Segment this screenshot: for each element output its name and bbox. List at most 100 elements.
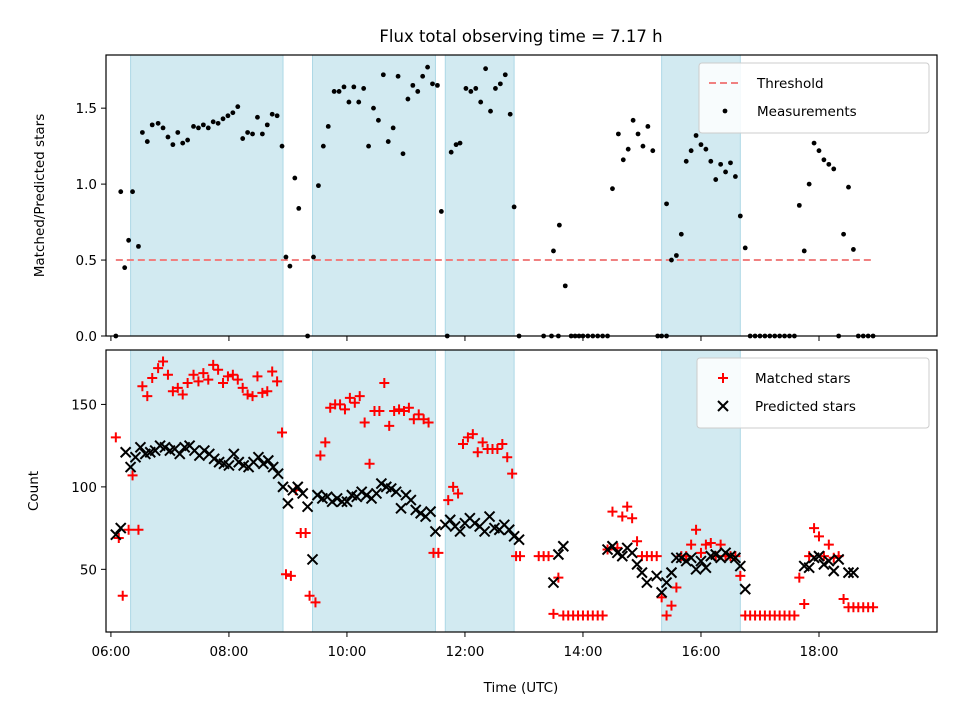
matched-star-point bbox=[515, 551, 526, 562]
matched-star-point bbox=[110, 432, 121, 443]
measurement-point bbox=[811, 140, 817, 146]
predicted-star-point bbox=[739, 583, 751, 595]
measurement-point bbox=[650, 148, 656, 154]
measurement-point bbox=[448, 149, 454, 155]
predicted-star-point bbox=[700, 561, 712, 574]
matched-star-point bbox=[379, 377, 390, 388]
predicted-star-point bbox=[818, 558, 830, 571]
matched-star-point bbox=[133, 524, 144, 535]
predicted-star-point bbox=[552, 548, 565, 561]
predicted-star-point bbox=[336, 496, 348, 508]
matched-star-point bbox=[213, 364, 224, 375]
matched-star-point bbox=[502, 452, 513, 463]
matched-star-point bbox=[147, 373, 158, 384]
x-tick-label: 14:00 bbox=[564, 644, 603, 660]
matched-star-point bbox=[172, 382, 183, 393]
legend-box bbox=[698, 62, 930, 134]
matched-star-point bbox=[304, 590, 315, 601]
measurement-point bbox=[210, 119, 216, 125]
matched-star-point bbox=[671, 582, 682, 593]
predicted-star-point bbox=[641, 576, 653, 589]
matched-star-point bbox=[384, 420, 395, 431]
predicted-star-point bbox=[262, 454, 274, 467]
matched-star-point bbox=[661, 610, 672, 621]
measurement-point bbox=[155, 120, 161, 126]
measurement-point bbox=[630, 117, 636, 123]
matched-star-point bbox=[335, 399, 346, 410]
measurement-point bbox=[488, 108, 493, 114]
predicted-star-point bbox=[557, 540, 570, 552]
matched-star-point bbox=[137, 381, 148, 392]
predicted-star-point bbox=[429, 525, 442, 538]
matched-star-point bbox=[218, 377, 229, 388]
legend: Matched stars Predicted stars bbox=[696, 357, 930, 429]
measurement-point bbox=[250, 131, 255, 137]
predicted-star-point bbox=[444, 514, 456, 526]
measurement-point bbox=[732, 174, 738, 179]
predicted-star-point bbox=[483, 510, 496, 523]
observing-interval bbox=[130, 349, 284, 633]
predicted-star-point bbox=[832, 553, 845, 566]
measurement-point bbox=[473, 86, 479, 91]
matched-star-point bbox=[123, 524, 134, 535]
predicted-star-point bbox=[174, 448, 186, 460]
matched-star-point bbox=[349, 397, 360, 408]
matched-star-point bbox=[705, 537, 716, 548]
predicted-star-point bbox=[695, 555, 707, 567]
matched-star-point bbox=[272, 376, 283, 387]
matched-star-point bbox=[188, 369, 199, 380]
measurement-point bbox=[371, 105, 376, 111]
measurement-point bbox=[556, 222, 562, 228]
measurement-point bbox=[185, 137, 191, 143]
matched-star-point bbox=[203, 374, 214, 385]
matched-star-point bbox=[700, 539, 711, 550]
y-axis-label: Matched/Predicted stars bbox=[32, 114, 48, 277]
measurement-point bbox=[640, 143, 646, 149]
predicted-star-point bbox=[208, 453, 220, 465]
predicted-star-point bbox=[296, 487, 309, 500]
measurement-point bbox=[230, 110, 236, 116]
matched-star-point bbox=[262, 386, 273, 397]
measurement-point bbox=[430, 81, 435, 87]
measurement-point bbox=[336, 89, 342, 94]
matched-star-point bbox=[597, 610, 608, 621]
x-axis-label: Time (UTC) bbox=[483, 680, 559, 696]
matched-star-point bbox=[497, 439, 508, 449]
predicted-star-point bbox=[355, 486, 368, 498]
predicted-star-point bbox=[655, 586, 668, 599]
matched-star-point bbox=[656, 592, 667, 603]
measurement-point bbox=[351, 84, 357, 90]
predicted-star-point bbox=[134, 441, 147, 454]
x-tick-label: 08:00 bbox=[209, 644, 248, 660]
matched-star-point bbox=[443, 495, 454, 506]
predicted-star-point bbox=[508, 530, 520, 543]
matched-star-point bbox=[543, 551, 554, 562]
matched-star-point bbox=[632, 536, 643, 547]
y-axis-label: Count bbox=[26, 471, 42, 511]
matched-star-point bbox=[627, 513, 638, 524]
legend-predicted-swatch bbox=[717, 400, 729, 412]
predicted-star-point bbox=[680, 555, 692, 567]
measurement-point bbox=[562, 283, 568, 289]
predicted-star-point bbox=[385, 482, 397, 495]
predicted-star-point bbox=[606, 540, 619, 552]
matched-star-point bbox=[193, 376, 204, 387]
measurement-point bbox=[703, 146, 709, 152]
matched-star-point bbox=[823, 539, 834, 550]
matched-star-point bbox=[809, 523, 820, 534]
matched-star-point bbox=[492, 443, 503, 454]
predicted-star-point bbox=[651, 570, 663, 582]
measurement-point bbox=[136, 243, 141, 249]
measurement-point bbox=[283, 254, 289, 260]
matched-star-point bbox=[208, 359, 219, 370]
measurement-point bbox=[551, 248, 556, 254]
measurement-point bbox=[390, 125, 396, 131]
measurement-point bbox=[356, 99, 362, 105]
bottom-panel: 50 100 150 06:00 08:00 10:00 12:00 14:00 16:00 18… bbox=[26, 349, 938, 660]
legend-measurement-swatch bbox=[722, 108, 728, 114]
matched-star-point bbox=[198, 368, 209, 379]
matched-star-point bbox=[695, 547, 706, 558]
predicted-star-point bbox=[847, 566, 860, 579]
measurement-point bbox=[453, 142, 459, 148]
